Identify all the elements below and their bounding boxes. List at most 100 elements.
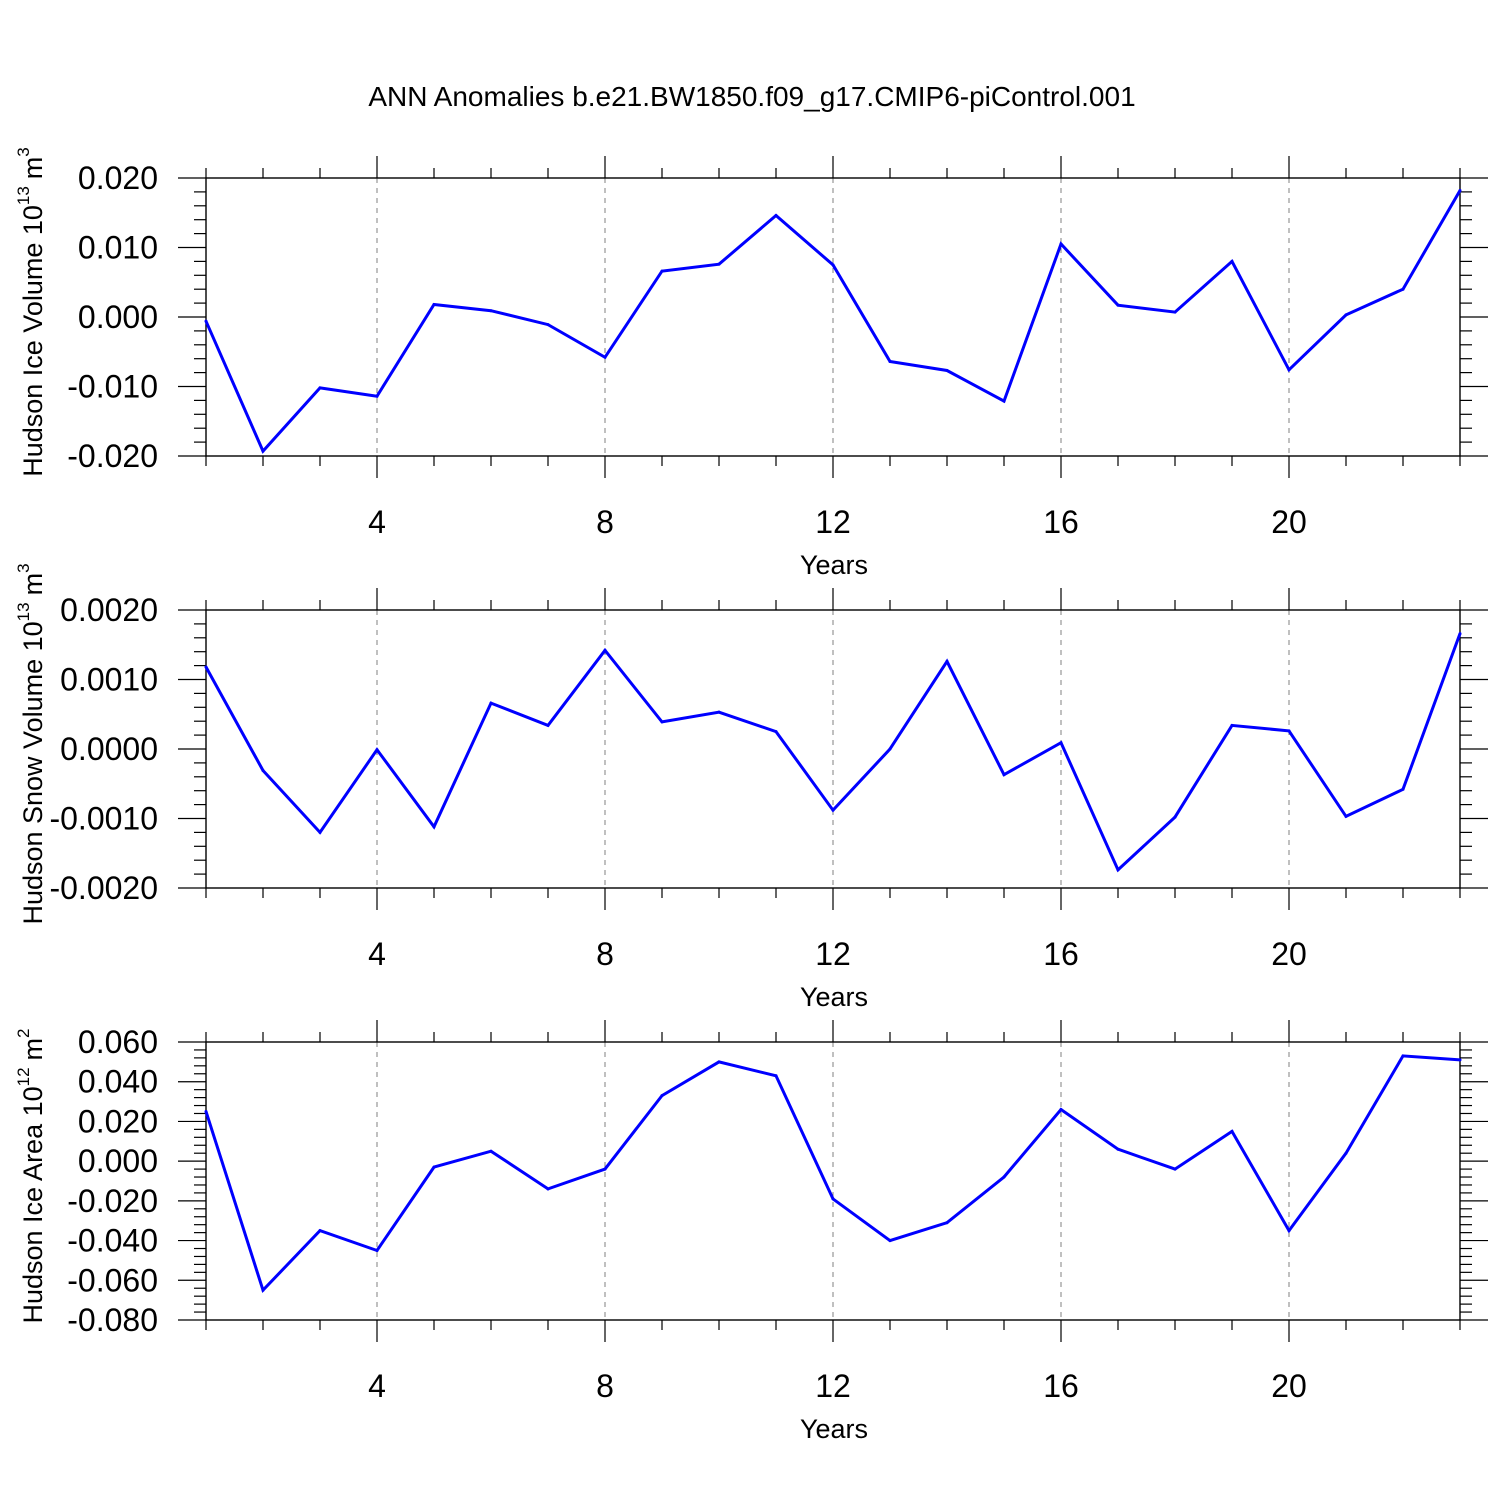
- y-tick-label: -0.0010: [49, 801, 158, 837]
- data-point: [489, 1149, 493, 1153]
- data-point: [261, 449, 265, 453]
- x-tick-label: 12: [815, 504, 851, 540]
- x-tick-label: 12: [815, 1368, 851, 1404]
- data-point: [432, 1165, 436, 1169]
- y-axis-title-unit-exponent: 3: [14, 147, 33, 156]
- data-point: [546, 723, 550, 727]
- data-point: [945, 1221, 949, 1225]
- data-point: [1458, 189, 1462, 193]
- data-point: [1002, 399, 1006, 403]
- y-axis-title-exponent: 13: [14, 186, 33, 205]
- plot-frame: [205, 177, 1461, 457]
- x-tick-label: 12: [815, 936, 851, 972]
- data-point: [1059, 741, 1063, 745]
- x-axis-title: Years: [800, 550, 868, 580]
- data-point: [1230, 1129, 1234, 1133]
- data-point: [318, 386, 322, 390]
- y-axis-title-unit: m: [18, 1038, 48, 1061]
- data-point: [717, 262, 721, 266]
- chart-panels: 0.020 0.010 0.000 -0.010 -0.020 4 8 12 16 20 Years…: [14, 147, 1488, 1444]
- data-point: [1401, 287, 1405, 291]
- data-point: [1173, 815, 1177, 819]
- y-axis-title-unit-exponent: 2: [14, 1028, 33, 1037]
- y-tick-label: 0.060: [78, 1024, 158, 1060]
- y-tick-label: 0.0000: [60, 731, 158, 767]
- x-axis-title: Years: [800, 982, 868, 1012]
- y-axis-title: Hudson Ice Area 1012 m2: [14, 1028, 48, 1323]
- data-point: [375, 748, 379, 752]
- x-axis-title: Years: [800, 1414, 868, 1444]
- x-tick-label: 20: [1271, 1368, 1307, 1404]
- data-point: [1458, 1058, 1462, 1062]
- data-point: [204, 665, 208, 669]
- data-point: [717, 1060, 721, 1064]
- data-point: [1059, 242, 1063, 246]
- data-point: [831, 1197, 835, 1201]
- data-point: [1173, 310, 1177, 314]
- x-tick-label: 8: [596, 936, 614, 972]
- y-tick-label: 0.000: [78, 299, 158, 335]
- y-axis-title: Hudson Ice Volume 1013 m3: [14, 147, 48, 477]
- x-tick-label: 20: [1271, 504, 1307, 540]
- y-tick-label: 0.0010: [60, 662, 158, 698]
- x-tick-label: 4: [368, 936, 386, 972]
- y-tick-label: 0.0020: [60, 592, 158, 628]
- data-point: [1002, 773, 1006, 777]
- y-tick-label: 0.000: [78, 1143, 158, 1179]
- x-tick-label: 16: [1043, 936, 1079, 972]
- x-tick-label: 16: [1043, 1368, 1079, 1404]
- data-point: [1116, 1147, 1120, 1151]
- data-point: [432, 825, 436, 829]
- data-point: [603, 1167, 607, 1171]
- data-point: [1401, 1054, 1405, 1058]
- x-tick-label: 4: [368, 504, 386, 540]
- data-point: [1401, 787, 1405, 791]
- y-tick-label: 0.020: [78, 160, 158, 196]
- x-tick-label: 16: [1043, 504, 1079, 540]
- x-tick-label: 8: [596, 1368, 614, 1404]
- y-axis-title: Hudson Snow Volume 1013 m3: [14, 563, 48, 924]
- y-axis-title-exponent: 13: [14, 602, 33, 621]
- data-point: [204, 319, 208, 323]
- chart-panel-1: 0.020 0.010 0.000 -0.010 -0.020 4 8 12 16 20 Years…: [14, 147, 1488, 580]
- y-axis-title-main: Hudson Snow Volume 10: [18, 621, 48, 924]
- data-point: [945, 659, 949, 663]
- data-point: [318, 830, 322, 834]
- data-point: [1287, 729, 1291, 733]
- data-point: [261, 769, 265, 773]
- data-point: [1230, 723, 1234, 727]
- y-tick-label: -0.060: [67, 1262, 158, 1298]
- y-axis-title-exponent: 12: [14, 1067, 33, 1086]
- data-point: [432, 302, 436, 306]
- figure-title: ANN Anomalies b.e21.BW1850.f09_g17.CMIP6…: [368, 81, 1135, 112]
- y-axis-title-main: Hudson Ice Area 10: [18, 1086, 48, 1323]
- y-tick-label: -0.010: [67, 369, 158, 405]
- y-tick-label: 0.040: [78, 1064, 158, 1100]
- data-point: [774, 1074, 778, 1078]
- data-point: [1116, 868, 1120, 872]
- data-point: [489, 309, 493, 313]
- data-point: [1230, 259, 1234, 263]
- y-axis-title-unit-exponent: 3: [14, 563, 33, 572]
- data-point: [375, 1249, 379, 1252]
- data-point: [489, 701, 493, 705]
- x-tick-label: 20: [1271, 936, 1307, 972]
- data-point: [204, 1110, 208, 1113]
- data-point: [945, 369, 949, 373]
- y-tick-label: 0.020: [78, 1103, 158, 1139]
- data-point: [1287, 368, 1291, 372]
- data-point: [546, 1187, 550, 1191]
- data-point: [1344, 814, 1348, 818]
- x-tick-label: 4: [368, 1368, 386, 1404]
- y-axis-title-main: Hudson Ice Volume 10: [18, 205, 48, 477]
- data-point: [660, 720, 664, 724]
- data-point: [261, 1288, 265, 1292]
- y-tick-label: -0.080: [67, 1302, 158, 1338]
- data-point: [831, 808, 835, 812]
- data-point: [717, 710, 721, 714]
- data-point: [546, 323, 550, 327]
- y-tick-label: 0.010: [78, 230, 158, 266]
- data-point: [1173, 1167, 1177, 1171]
- data-point: [603, 355, 607, 359]
